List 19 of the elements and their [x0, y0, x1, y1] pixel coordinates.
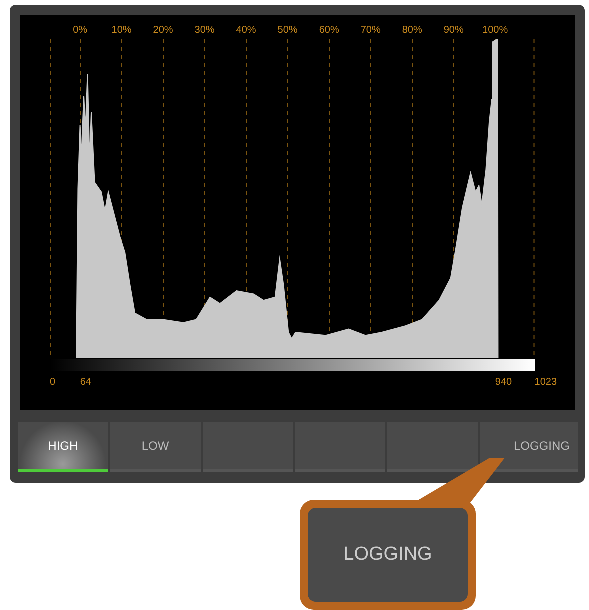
x-tick-label: 20%: [153, 24, 174, 36]
x2-tick-label: 0: [50, 376, 56, 388]
x-tick-label: 40%: [236, 24, 256, 36]
x2-tick-label: 64: [80, 376, 92, 388]
x2-tick-label: 940: [495, 376, 513, 388]
x-tick-label: 90%: [444, 24, 464, 36]
tab-button: LOW: [110, 422, 201, 472]
callout-box: LOGGING: [300, 500, 476, 610]
x-tick-label: 100%: [482, 24, 508, 36]
x-tick-label: 60%: [319, 24, 340, 36]
x-tick-label: 0%: [73, 24, 88, 36]
x-tick-label: 70%: [360, 24, 381, 36]
x-tick-label: 30%: [194, 24, 215, 36]
tab-button: LOGGING: [480, 422, 578, 472]
tab-button: HIGH: [18, 422, 108, 472]
x-tick-label: 80%: [402, 24, 422, 36]
x-tick-label: 10%: [112, 24, 132, 36]
x2-tick-label: 1023: [534, 376, 558, 388]
x-tick-label: 50%: [278, 24, 298, 36]
